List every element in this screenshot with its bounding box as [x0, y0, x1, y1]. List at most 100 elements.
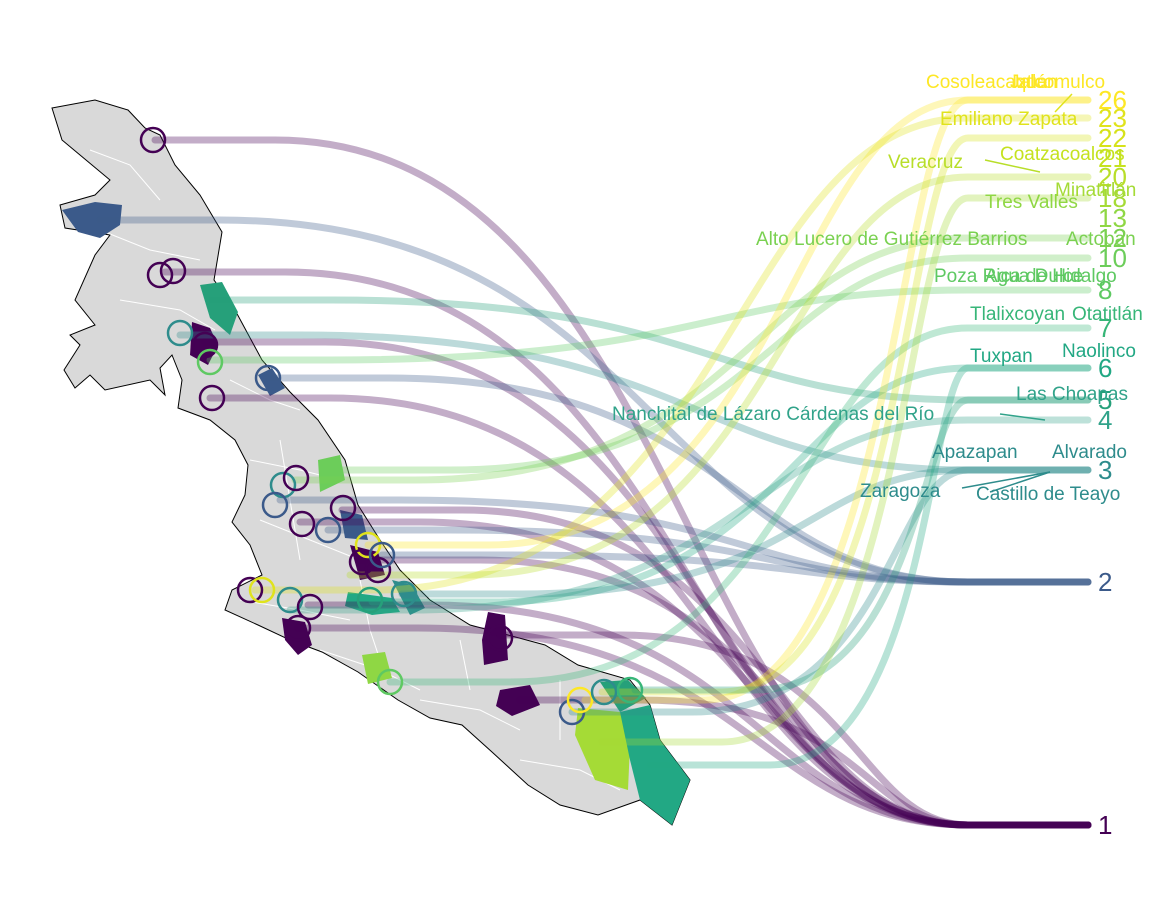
municipality-label: Apazapan [932, 442, 1018, 463]
flow-line [201, 338, 1092, 829]
flow-line [276, 496, 1092, 586]
municipality-label: Ixtlán [1012, 72, 1057, 93]
municipality-label: Tres Valles [985, 192, 1078, 213]
municipality-label: Castillo de Teayo [976, 484, 1120, 505]
flow-line [356, 556, 1092, 829]
flow-line [346, 173, 1092, 579]
municipality-label: Tlalixcoyan [970, 304, 1065, 325]
municipality-label: Poza Rica de Hidalgo [934, 266, 1117, 287]
municipality-label: Emiliano Zapata [940, 109, 1078, 130]
state-outline [51, 99, 691, 826]
flow-line [286, 416, 1092, 614]
label-connector [961, 471, 1051, 489]
location-marker [376, 668, 404, 696]
location-marker [248, 576, 276, 604]
flow-line [368, 364, 1092, 606]
flow-line [496, 631, 1092, 829]
rank-label: 22 [1098, 123, 1127, 153]
municipality-fill [318, 455, 345, 492]
rank-label: 12 [1098, 223, 1127, 253]
municipality-label: Alto Lucero de Gutiérrez Barrios [756, 229, 1027, 250]
municipality-label: Veracruz [888, 152, 963, 173]
flow-lines [96, 96, 1092, 829]
municipality-label: Alvarado [1052, 442, 1127, 463]
flow-line [646, 364, 1092, 769]
rank-label: 2 [1098, 567, 1112, 597]
flow-line [294, 624, 1092, 829]
location-marker [276, 586, 304, 614]
flow-line [598, 134, 1092, 696]
location-marker [390, 580, 418, 608]
location-marker [368, 541, 396, 569]
rank-label: 6 [1098, 353, 1112, 383]
label-connector [1054, 93, 1073, 113]
location-marker [354, 531, 382, 559]
municipality-label: Zaragoza [860, 481, 941, 502]
municipality-label: Tuxpan [970, 346, 1033, 367]
flow-line [161, 268, 1092, 829]
flow-line [176, 331, 1092, 474]
rank-label: 18 [1098, 183, 1127, 213]
rank-label: 8 [1098, 275, 1112, 305]
flow-line [581, 96, 1092, 704]
location-marker [236, 576, 264, 604]
flow-line [516, 696, 1092, 829]
location-marker [566, 686, 594, 714]
municipality-label: Jalcomulco [1010, 72, 1105, 93]
municipality-label: Agua Dulce [985, 266, 1083, 287]
location-marker [356, 586, 384, 614]
municipality-fill [62, 202, 122, 238]
flow-line [96, 216, 1092, 586]
rank-label: 23 [1098, 103, 1127, 133]
municipality-label: Minatitlán [1055, 180, 1136, 201]
flow-line [206, 394, 1092, 829]
rank-label: 10 [1098, 243, 1127, 273]
location-marker [314, 516, 342, 544]
municipality-label: Cosoleacaque [926, 72, 1047, 93]
location-marker [146, 261, 174, 289]
label-connector [984, 159, 1041, 173]
municipality-fill [362, 652, 392, 684]
flow-line [386, 324, 1092, 686]
rank-label: 26 [1098, 85, 1127, 115]
municipality-fill [282, 618, 312, 655]
location-marker [348, 548, 376, 576]
municipality-fill [200, 282, 238, 335]
municipality-label: Coatzacoalcos [1000, 144, 1125, 165]
location-marker [288, 510, 316, 538]
location-marker [364, 556, 392, 584]
flow-line [304, 601, 1092, 829]
municipality-fill [496, 685, 540, 716]
flow-line [324, 526, 1092, 586]
rank-label: 5 [1098, 385, 1112, 415]
location-marker [329, 494, 357, 522]
location-marker [616, 676, 644, 704]
flow-line [291, 234, 1092, 484]
flow-line [364, 96, 1092, 549]
flow-line [631, 396, 1092, 694]
location-marker [296, 593, 324, 621]
flow-line [151, 136, 1092, 829]
location-marker [196, 348, 224, 376]
location-marker [284, 614, 312, 642]
rank-label: 4 [1098, 405, 1112, 435]
rank-label: 1 [1098, 810, 1112, 840]
rank-label: 7 [1098, 313, 1112, 343]
location-marker [159, 257, 187, 285]
municipality-label: Otatitlán [1072, 304, 1143, 325]
rank-label: 13 [1098, 203, 1127, 233]
location-markers [139, 126, 644, 726]
flow-line [208, 296, 1092, 404]
flow-line [206, 286, 1092, 364]
location-marker [198, 384, 226, 412]
municipality-fill [575, 708, 630, 790]
label-connector [999, 413, 1046, 421]
label-connectors [961, 93, 1073, 493]
flow-line [378, 551, 1092, 586]
flow-line [398, 466, 1092, 598]
location-marker [486, 624, 514, 652]
location-marker [590, 678, 618, 706]
rank-label: 21 [1098, 143, 1127, 173]
